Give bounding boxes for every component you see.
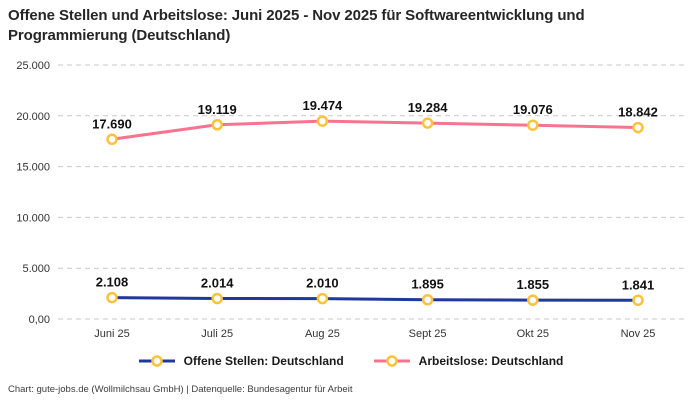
x-axis-tick-label: Aug 25 — [305, 328, 340, 340]
series-line — [110, 295, 640, 302]
y-axis-tick-label: 20.000 — [16, 110, 50, 122]
x-axis-tick-label: Juni 25 — [94, 328, 129, 340]
data-point-marker[interactable] — [106, 133, 118, 145]
data-point-label: 1.841 — [622, 277, 655, 292]
x-axis-tick-label: Juli 25 — [201, 328, 233, 340]
data-point-marker[interactable] — [421, 293, 434, 305]
legend-item-arbeitslose[interactable]: Arbeitslose: Deutschland — [372, 353, 564, 368]
data-point-label: 1.895 — [411, 276, 444, 291]
data-point-label: 17.690 — [92, 116, 132, 131]
data-point-marker[interactable] — [632, 121, 644, 133]
x-axis-tick-label: Okt 25 — [517, 328, 549, 340]
x-axis-tick-label: Nov 25 — [621, 328, 656, 340]
data-point-marker[interactable] — [211, 292, 223, 304]
legend-item-offene-stellen[interactable]: Offene Stellen: Deutschland — [137, 354, 344, 368]
y-axis-tick-label: 5.000 — [22, 263, 50, 275]
data-point-label: 19.284 — [408, 100, 449, 115]
data-point-marker[interactable] — [316, 292, 329, 304]
data-point-marker[interactable] — [211, 118, 223, 131]
x-axis-tick-label: Sept 25 — [409, 328, 447, 340]
data-point-label: 2.010 — [306, 275, 339, 290]
y-axis-tick-label: 10.000 — [16, 212, 50, 224]
data-point-marker[interactable] — [421, 116, 434, 129]
legend-label-arbeitslose: Arbeitslose: Deutschland — [418, 353, 564, 368]
series-line — [110, 119, 640, 141]
data-point-label: 19.474 — [303, 98, 344, 113]
data-point-marker[interactable] — [316, 114, 329, 127]
data-point-marker[interactable] — [106, 291, 118, 303]
data-point-label: 1.855 — [517, 277, 550, 292]
data-point-marker[interactable] — [527, 118, 539, 131]
y-axis-tick-label: 25.000 — [16, 60, 50, 72]
y-axis-tick-label: 15.000 — [16, 161, 50, 173]
attribution-text: Chart: gute-jobs.de (Wollmilchsau GmbH) … — [8, 384, 353, 395]
data-point-marker[interactable] — [527, 293, 539, 306]
data-point-label: 18.842 — [618, 104, 658, 119]
data-point-label: 2.014 — [201, 275, 234, 290]
data-point-marker[interactable] — [632, 294, 644, 306]
chart-title: Offene Stellen und Arbeitslose: Juni 202… — [8, 7, 585, 45]
y-axis-tick-label: 0,00 — [29, 314, 50, 326]
data-point-label: 2.108 — [96, 274, 129, 289]
data-point-label: 19.076 — [513, 102, 553, 117]
chart-legend: Offene Stellen: Deutschland Arbeitslose:… — [0, 349, 700, 373]
legend-line-marker-icon — [138, 354, 175, 367]
data-point-label: 19.119 — [198, 101, 237, 116]
line-chart-plot: 0,00 5.000 10.000 15.000 20.000 25.000 Juni 25… — [16, 60, 688, 340]
legend-line-marker-icon — [373, 354, 410, 367]
legend-label-offene-stellen: Offene Stellen: Deutschland — [183, 353, 344, 368]
